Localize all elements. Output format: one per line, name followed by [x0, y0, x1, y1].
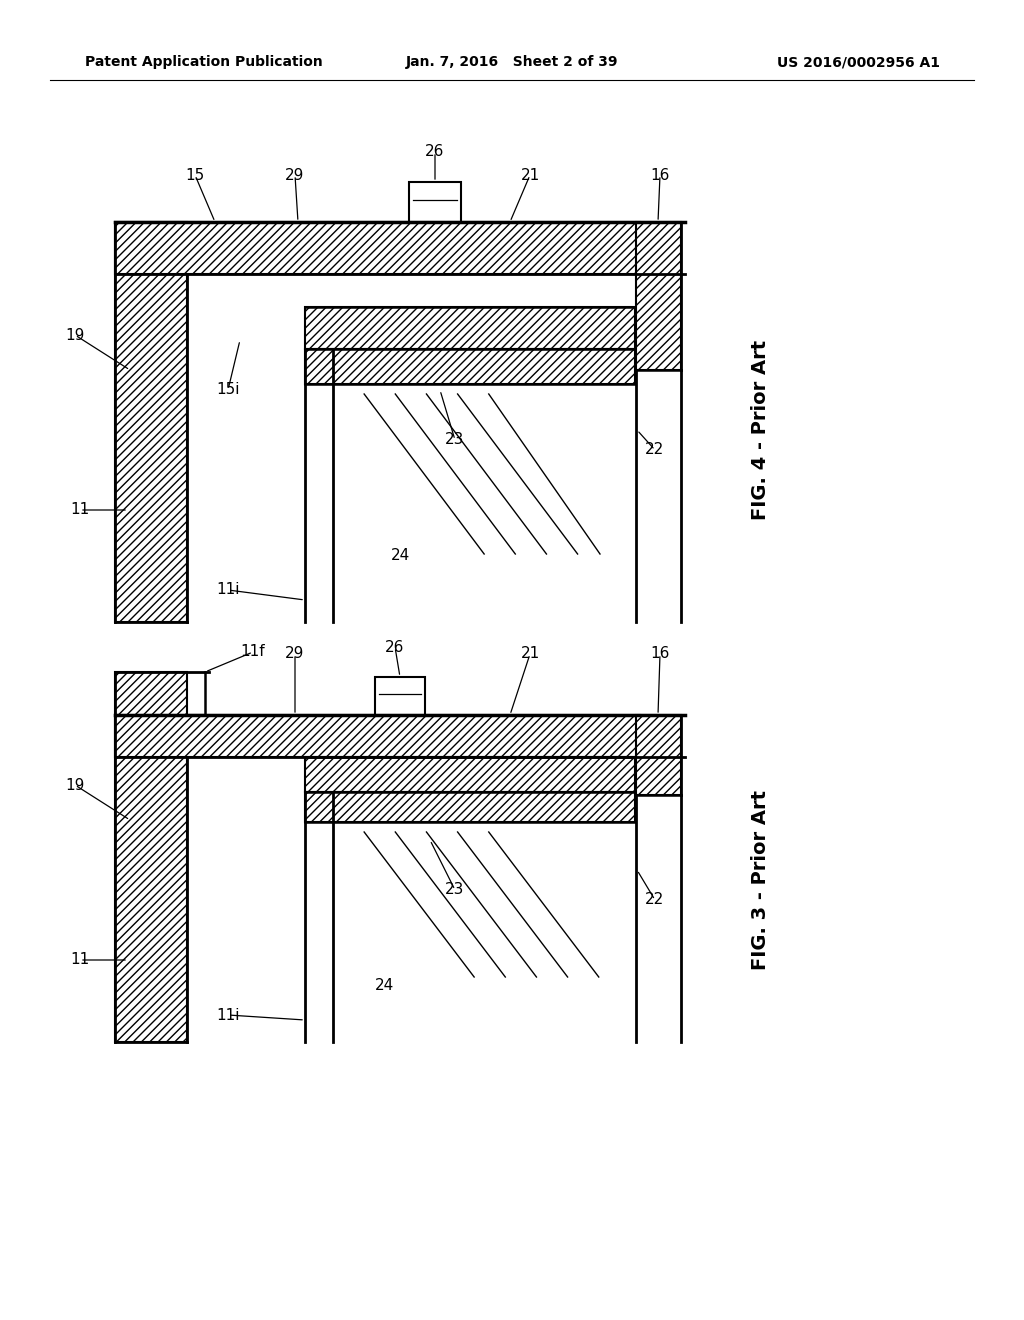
- Text: 16: 16: [650, 647, 670, 661]
- Text: 11: 11: [71, 503, 90, 517]
- Text: FIG. 4 - Prior Art: FIG. 4 - Prior Art: [751, 341, 769, 520]
- Bar: [115, 715, 640, 756]
- Text: 11i: 11i: [216, 1007, 240, 1023]
- Text: 24: 24: [376, 978, 394, 993]
- Bar: [305, 308, 635, 348]
- Text: 19: 19: [66, 327, 85, 342]
- Text: 15: 15: [185, 168, 205, 182]
- Text: US 2016/0002956 A1: US 2016/0002956 A1: [777, 55, 940, 69]
- Text: Jan. 7, 2016   Sheet 2 of 39: Jan. 7, 2016 Sheet 2 of 39: [406, 55, 618, 69]
- Bar: [115, 222, 640, 275]
- Bar: [115, 672, 187, 1041]
- Bar: [636, 222, 681, 370]
- Text: 26: 26: [385, 639, 404, 655]
- Bar: [305, 756, 635, 792]
- Text: 29: 29: [286, 647, 305, 661]
- Text: 22: 22: [645, 442, 665, 458]
- Text: FIG. 3 - Prior Art: FIG. 3 - Prior Art: [751, 789, 769, 970]
- Text: 21: 21: [520, 168, 540, 182]
- Text: 15i: 15i: [216, 383, 240, 397]
- Text: 19: 19: [66, 777, 85, 792]
- Text: 11i: 11i: [216, 582, 240, 598]
- Text: 16: 16: [650, 168, 670, 182]
- Text: 22: 22: [645, 892, 665, 908]
- Bar: [375, 677, 425, 715]
- Text: 11: 11: [71, 953, 90, 968]
- Text: 26: 26: [425, 144, 444, 160]
- Text: Patent Application Publication: Patent Application Publication: [85, 55, 323, 69]
- Text: 24: 24: [390, 548, 410, 562]
- Text: 11f: 11f: [241, 644, 265, 660]
- Bar: [636, 715, 681, 795]
- Text: 23: 23: [445, 883, 465, 898]
- Bar: [305, 348, 635, 384]
- Bar: [409, 182, 461, 222]
- Text: 29: 29: [286, 168, 305, 182]
- Bar: [115, 222, 187, 622]
- Text: 21: 21: [520, 647, 540, 661]
- Bar: [305, 792, 635, 822]
- Text: 23: 23: [445, 433, 465, 447]
